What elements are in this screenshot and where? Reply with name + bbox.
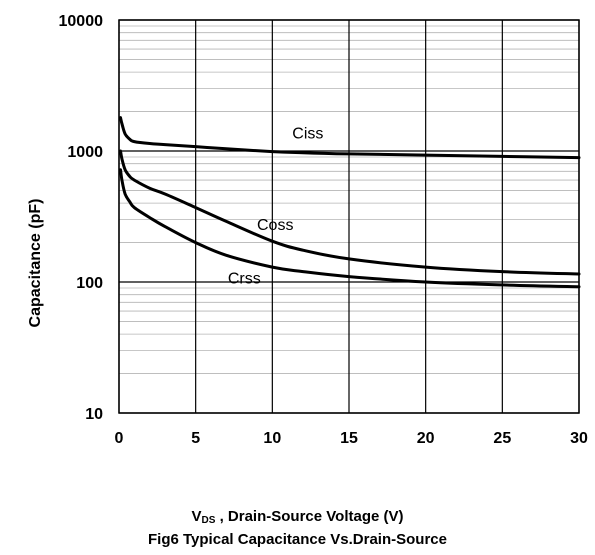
series-label-crss: Crss [228, 271, 261, 288]
plot-frame [118, 19, 580, 414]
x-tick-label: 30 [570, 430, 588, 447]
x-tick-label: 20 [417, 430, 435, 447]
grid [118, 19, 580, 414]
x-tick-label: 15 [340, 430, 358, 447]
x-axis-label: VDS , Drain-Source Voltage (V) [0, 508, 595, 526]
y-tick-label: 100 [76, 275, 103, 292]
x-tick-label: 10 [263, 430, 281, 447]
y-tick-labels: 10 100 1000 10000 [59, 13, 104, 423]
series-line-crss [119, 168, 581, 289]
x-axis-label-text: , Drain-Source Voltage (V) [215, 508, 404, 525]
x-tick-label: 5 [191, 430, 200, 447]
x-tick-label: 25 [493, 430, 511, 447]
x-axis-label-v: V [191, 508, 202, 525]
y-axis-label: Capacitance (pF) [27, 199, 44, 328]
series-label-ciss: Ciss [292, 125, 323, 142]
series-line-coss [119, 149, 581, 276]
x-axis-label-subscript: DS [201, 515, 216, 526]
series-line-ciss [119, 116, 581, 160]
series-label-coss: Coss [257, 217, 293, 234]
x-tick-labels: 0 5 10 15 20 25 30 [115, 430, 588, 447]
series-labels: Ciss Coss Crss [228, 125, 324, 287]
x-tick-label: 0 [115, 430, 124, 447]
capacitance-chart: 0 5 10 15 20 25 30 10 100 1000 10000 Ciss Coss Crss… [27, 13, 588, 447]
y-tick-label: 10000 [59, 13, 104, 30]
y-tick-label: 10 [85, 406, 103, 423]
y-tick-label: 1000 [67, 144, 103, 161]
curves [119, 116, 581, 289]
chart-title: Fig6 Typical Capacitance Vs.Drain-Source [148, 531, 447, 548]
